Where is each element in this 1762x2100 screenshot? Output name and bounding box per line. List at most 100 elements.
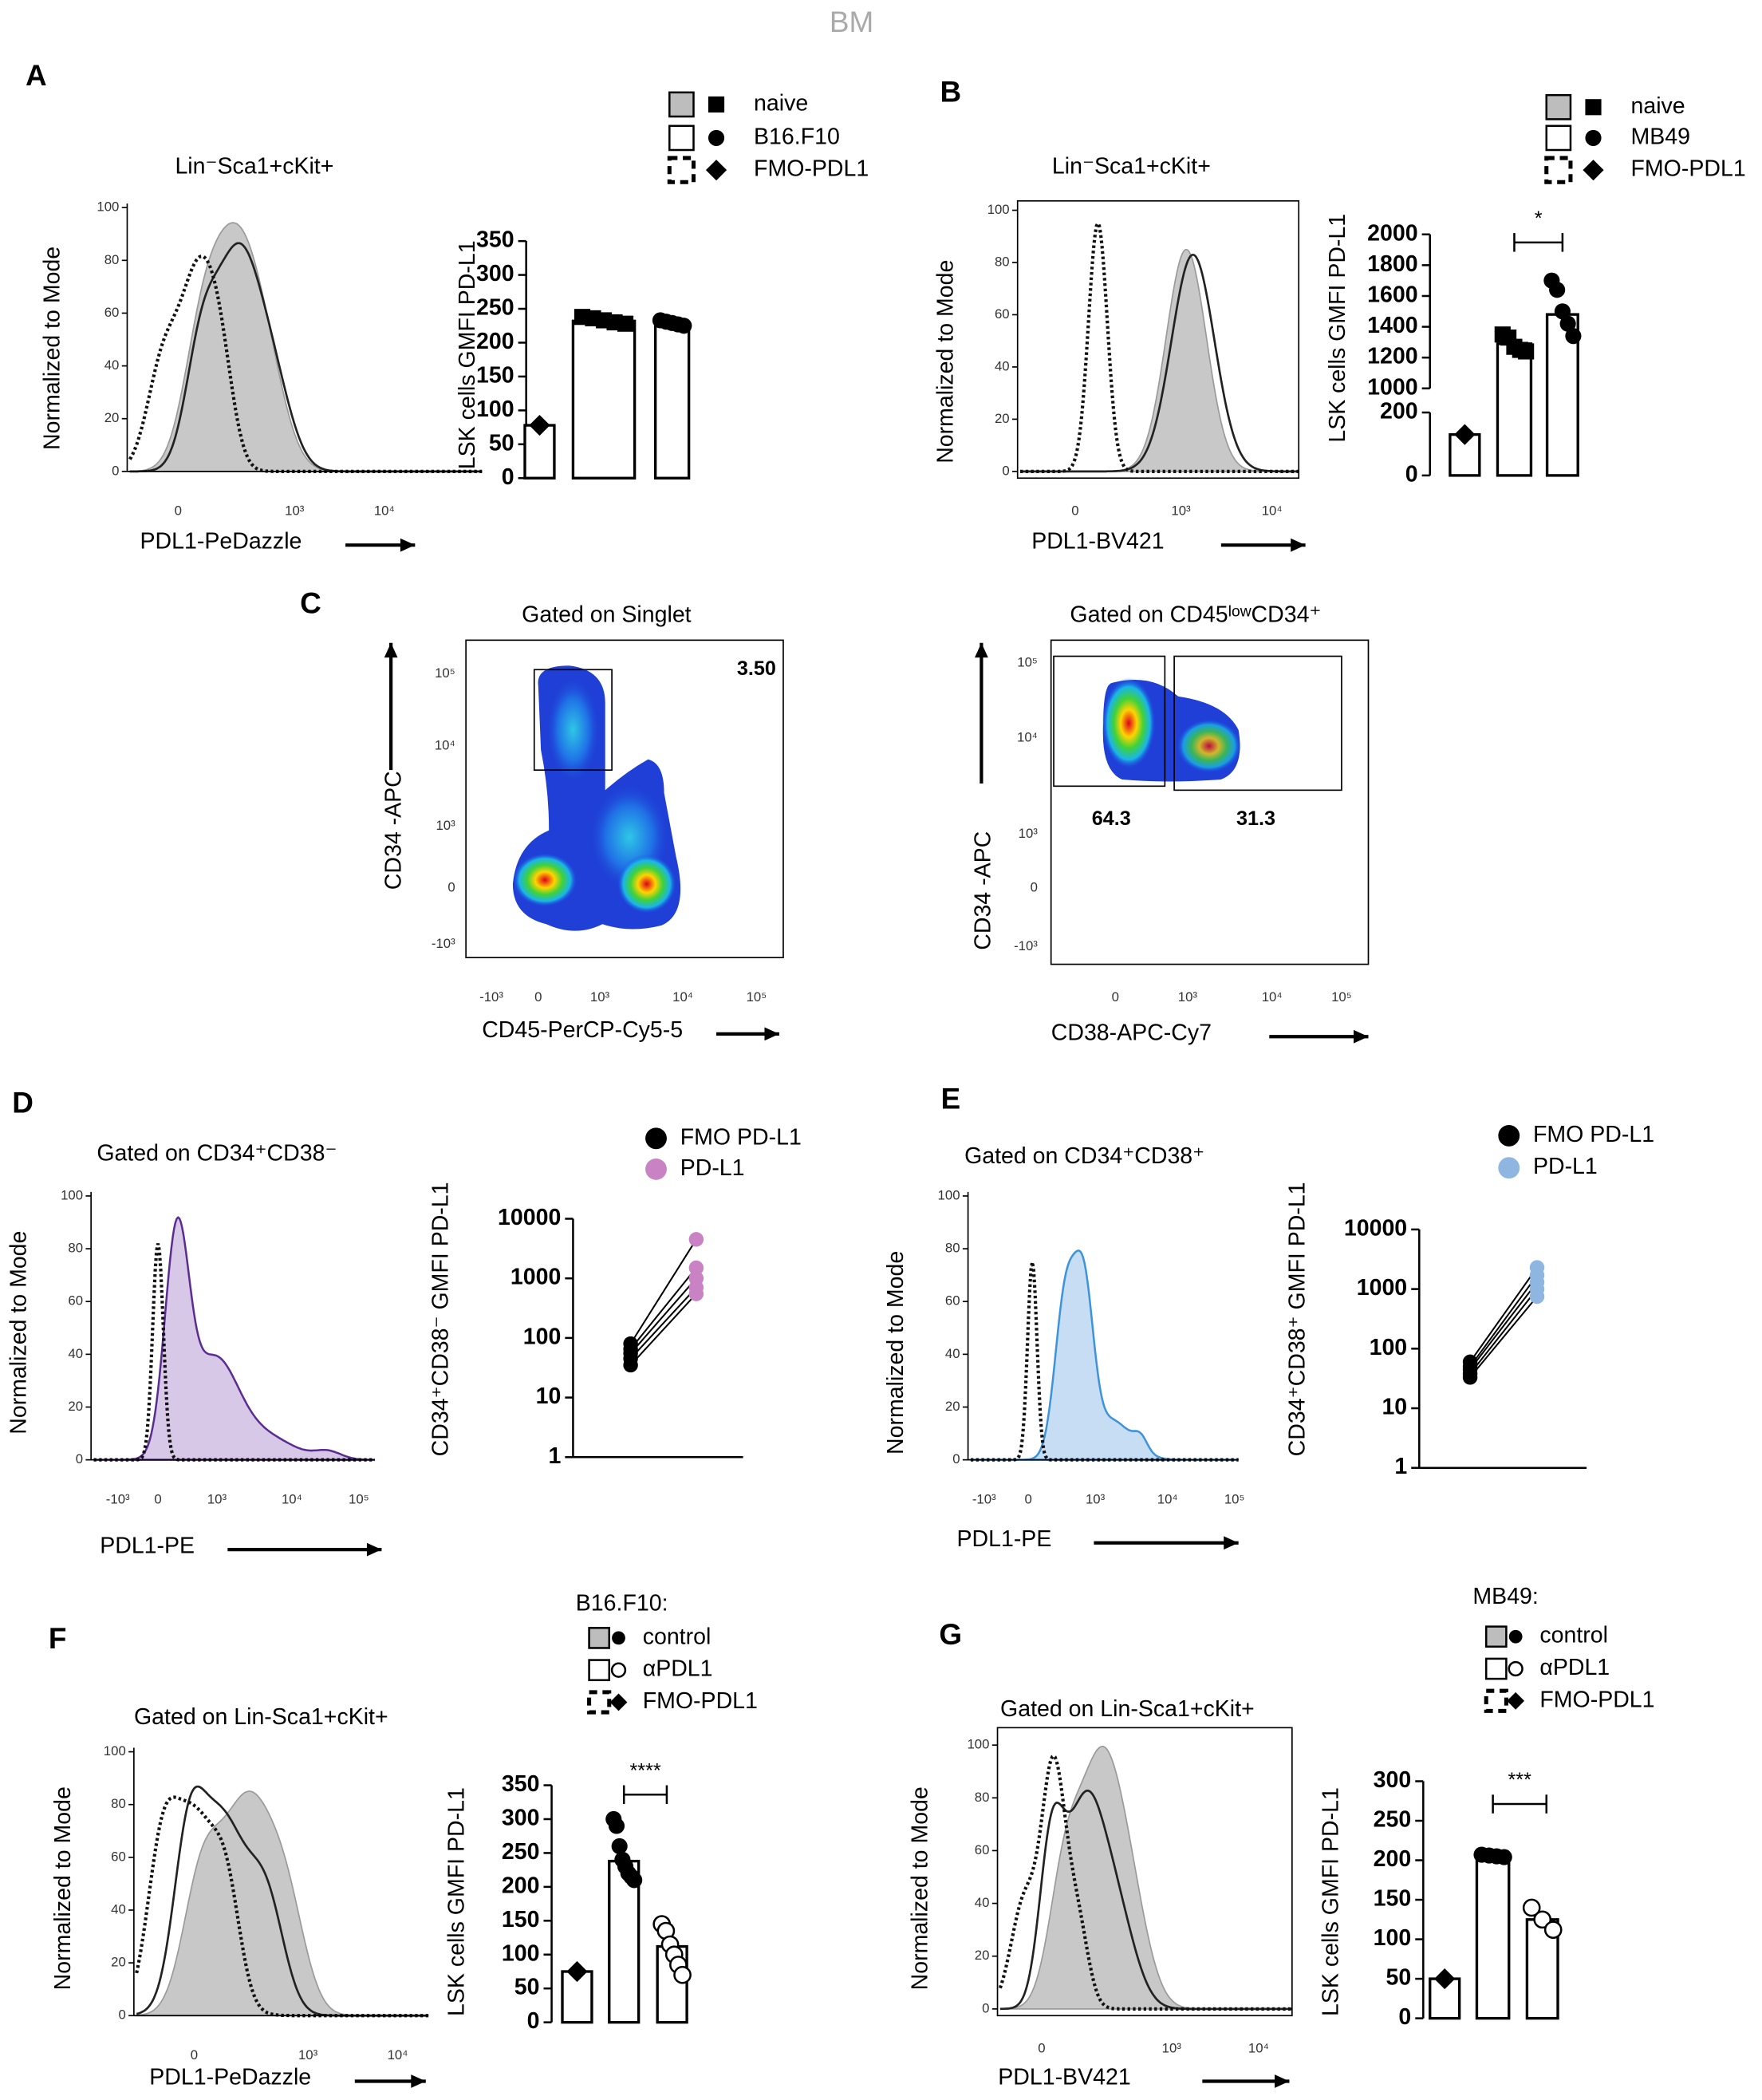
- panel-letter: G: [939, 1618, 962, 1651]
- legend-swatch: [1484, 1625, 1508, 1648]
- legend-label: FMO-PDL1: [643, 1688, 758, 1714]
- y-tick-label: 1200: [1367, 344, 1417, 369]
- gate-value: 64.3: [1092, 807, 1131, 830]
- legend-swatch: [668, 124, 695, 152]
- y-tick-label: 0: [982, 2000, 989, 2015]
- legend-label: naive: [754, 90, 808, 116]
- annotation: ****: [629, 1759, 660, 1782]
- legend-marker: [609, 1693, 628, 1711]
- frame: [1016, 199, 1300, 480]
- arrow-head: [764, 1027, 779, 1041]
- y-tick-label: 1600: [1367, 282, 1417, 307]
- y-tick-label: 100: [1374, 1925, 1412, 1951]
- figure-title: BM: [830, 6, 873, 38]
- pair-line: [629, 1277, 697, 1354]
- x-label: PDL1-PeDazzle: [140, 528, 302, 554]
- y-label: CD34⁺CD38⁻ GMFI PD-L1: [428, 1182, 453, 1456]
- point: [673, 1965, 692, 1984]
- x-tick-label: 0: [1071, 503, 1078, 519]
- legend-label: FMO-PDL1: [1631, 156, 1746, 182]
- y-tick-label: 60: [945, 1293, 960, 1309]
- y-tick-label: 1800: [1367, 251, 1417, 277]
- y-tick-label: 80: [945, 1241, 960, 1256]
- x-tick-label: 10⁴: [1157, 1491, 1178, 1506]
- legend-label: FMO-PDL1: [754, 156, 869, 182]
- legend-label: FMO-PDL1: [1539, 1687, 1654, 1712]
- legend-label: αPDL1: [1539, 1655, 1610, 1680]
- y-tick-label: 200: [502, 1873, 540, 1898]
- y-tick-label: 350: [502, 1771, 540, 1797]
- y-tick-label: 100: [502, 1940, 540, 1966]
- arrow-head: [1354, 1029, 1369, 1044]
- legend-swatch: [667, 156, 696, 184]
- histogram-curve: [970, 1249, 1239, 1461]
- y-tick-label: 0: [1031, 879, 1038, 894]
- y-tick-label: 60: [975, 1842, 990, 1857]
- y-tick-label: 40: [945, 1346, 960, 1361]
- y-tick-label: 10⁴: [1017, 729, 1038, 744]
- y-tick-label: 350: [476, 227, 514, 253]
- y-tick-label: 1000: [510, 1265, 561, 1290]
- point: [566, 1960, 588, 1983]
- arrow-head: [411, 2074, 426, 2088]
- x-tick-label: -10³: [479, 989, 503, 1005]
- arrow-head: [384, 642, 398, 658]
- point: [1518, 343, 1535, 360]
- y-tick-label: 0: [118, 2007, 125, 2023]
- legend-label: FMO PD-L1: [1533, 1122, 1654, 1147]
- y-tick-label: 0: [447, 879, 455, 894]
- y-tick-label: 50: [514, 1975, 540, 2000]
- histogram-curve: [999, 1789, 1292, 2011]
- point: [1462, 1370, 1478, 1385]
- point: [1543, 1920, 1563, 1940]
- x-tick-label: 10⁴: [1262, 503, 1283, 519]
- y-tick-label: 50: [1386, 1965, 1411, 1991]
- y-tick-label: 100: [104, 1743, 126, 1759]
- y-tick-label: 80: [111, 1796, 126, 1811]
- arrow-head: [1275, 2074, 1290, 2088]
- legend-title: MB49:: [1472, 1584, 1538, 1609]
- point: [611, 1838, 628, 1855]
- y-tick-label: -10³: [432, 936, 455, 951]
- point: [688, 1286, 704, 1301]
- y-tick-label: 60: [68, 1293, 83, 1309]
- legend-marker: [1585, 129, 1602, 146]
- legend-swatch: [1484, 1657, 1508, 1680]
- legend-label: MB49: [1631, 124, 1691, 149]
- hist-title: Gated on CD34⁺CD38⁺: [964, 1143, 1204, 1169]
- point: [1565, 328, 1582, 345]
- y-tick-label: 40: [68, 1346, 83, 1361]
- x-label: PDL1-BV421: [998, 2065, 1130, 2090]
- point: [1533, 1910, 1552, 1929]
- point: [1496, 1849, 1512, 1865]
- gate-value: 3.50: [737, 657, 776, 680]
- panel-letter: A: [26, 59, 47, 92]
- y-tick-label: 100: [987, 202, 1010, 217]
- x-tick-label: 10⁴: [282, 1491, 302, 1506]
- y-tick-label: 1000: [1357, 1275, 1407, 1301]
- y-label: LSK cells GMFI PD-L1: [1319, 1787, 1344, 2016]
- x-label: CD45-PerCP-Cy5-5: [482, 1017, 683, 1043]
- point: [676, 318, 692, 334]
- legend-marker: [708, 96, 725, 112]
- x-label: PDL1-BV421: [1031, 528, 1164, 554]
- x-tick-label: 0: [534, 989, 542, 1005]
- legend-swatch: [1544, 156, 1573, 184]
- legend-label: αPDL1: [643, 1656, 713, 1682]
- y-tick-label: 100: [938, 1187, 960, 1202]
- legend-swatch: [588, 1627, 611, 1649]
- legend-marker: [645, 1127, 667, 1150]
- x-tick-label: 10⁵: [1224, 1491, 1245, 1506]
- legend-swatch: [1545, 124, 1572, 152]
- y-tick-label: 20: [104, 410, 120, 425]
- y-tick-label: 10³: [1019, 826, 1039, 841]
- histogram-curve: [93, 1216, 375, 1461]
- point: [623, 1357, 638, 1373]
- pair-line: [1469, 1267, 1538, 1363]
- y-tick-label: 100: [476, 397, 514, 422]
- legend-swatch: [587, 1690, 612, 1715]
- y-tick-label: 0: [502, 464, 514, 490]
- histogram-curve: [128, 222, 483, 472]
- y-label: CD34 -APC: [381, 771, 407, 890]
